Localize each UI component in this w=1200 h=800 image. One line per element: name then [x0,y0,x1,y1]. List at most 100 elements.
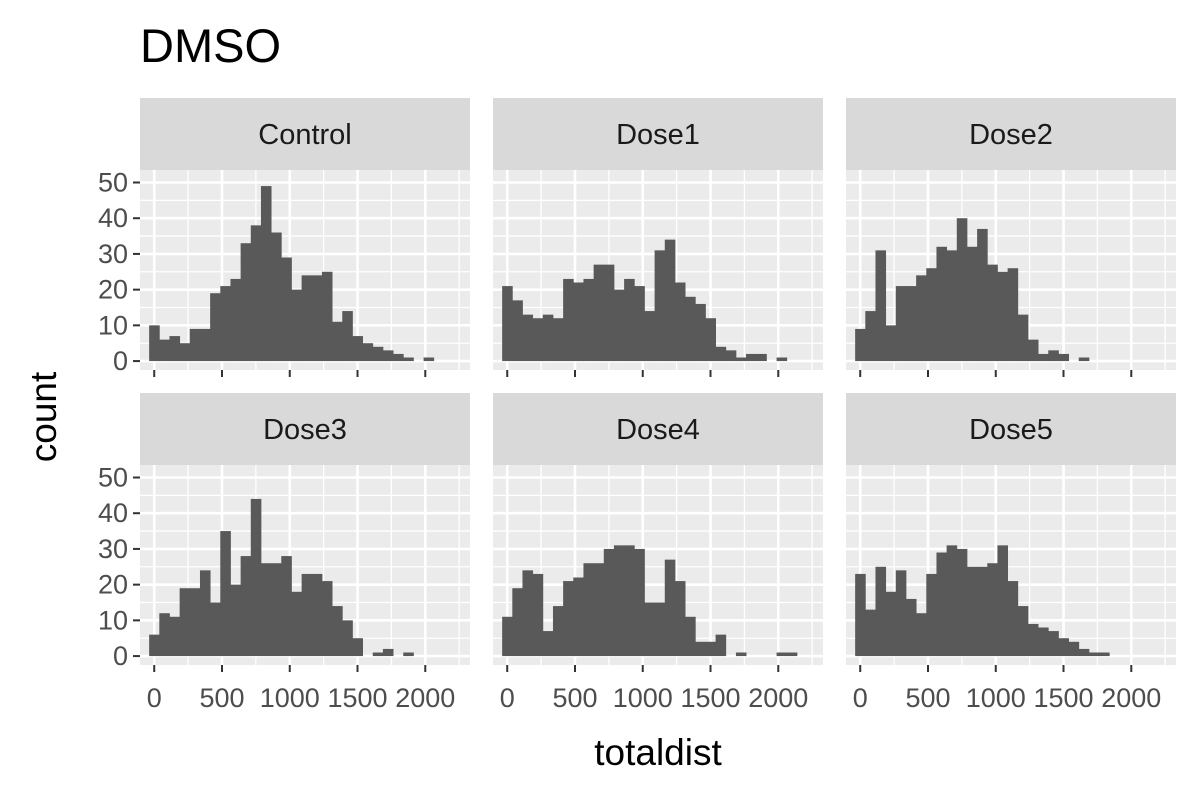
histogram-bar [260,186,272,362]
facet-strip [140,98,470,170]
histogram-bar [1048,350,1059,362]
histogram-bar [342,620,353,657]
x-tick-label: 2000 [1101,683,1161,713]
histogram-bar [926,573,937,657]
histogram-bar [291,591,303,657]
histogram-bar [885,325,897,362]
histogram-bar [936,552,948,657]
histogram-bar [1007,268,1019,362]
histogram-bar [240,243,252,362]
y-tick-label: 0 [113,346,128,376]
y-tick-label: 10 [98,605,128,635]
histogram-bar [502,616,513,657]
histogram-bar [875,566,887,657]
histogram-bar [855,328,866,362]
histogram-bar [855,573,866,657]
histogram-bar [301,573,313,657]
histogram-bar [715,346,727,362]
histogram-bar [865,609,876,657]
histogram-bar [664,239,676,362]
histogram-bar [715,634,727,657]
histogram-bar [332,606,343,657]
histogram-bar [189,588,201,657]
histogram-bar [393,353,404,362]
histogram-bar [735,357,747,362]
facet-panel-dose4: Dose4 0 500 1000 1500 2000 [493,393,823,713]
histogram-bar [210,602,221,657]
y-tick-label: 50 [98,463,128,493]
histogram-bar [512,588,523,657]
facet-strip [846,393,1176,465]
histogram-bar [583,563,595,657]
histogram-bar [532,318,544,362]
x-tick-label: 0 [853,683,868,713]
y-tick-label: 0 [113,641,128,671]
facet-panels: Control 0 10 20 30 40 50 Dose1 Dose2 Dose3 0 10 20 30… [98,98,1176,713]
histogram-bar [1099,652,1110,657]
x-tick-label: 0 [147,683,162,713]
histogram-bar [1078,648,1090,657]
histogram-bar [220,286,231,362]
histogram-bar [382,648,394,657]
histogram-bar [189,328,201,362]
y-tick-label: 50 [98,168,128,198]
x-tick-label: 1500 [327,683,387,713]
x-tick-label: 2000 [395,683,455,713]
histogram-bar [1058,638,1069,657]
histogram-bar [552,606,564,657]
histogram-bar [634,548,645,657]
histogram-bar [563,278,574,362]
histogram-bar [250,225,262,362]
histogram-bar [169,616,181,657]
histogram-bar [613,545,625,657]
histogram-bar [220,531,231,657]
histogram-bar [603,264,615,362]
histogram-bar [603,548,615,657]
histogram-bar [260,563,272,657]
histogram-bar [966,566,978,657]
histogram-bar [725,350,737,362]
x-tick-label: 1000 [613,683,673,713]
histogram-bar [885,591,897,657]
histogram-bar [654,250,666,362]
histogram-bar [271,232,282,362]
histogram-bar [1038,627,1049,657]
histogram-bar [956,548,968,657]
y-tick-label: 20 [98,275,128,305]
histogram-bar [382,350,394,362]
histogram-bar [403,652,414,657]
histogram-bar [271,563,282,657]
y-tick-label: 20 [98,570,128,600]
histogram-bar [522,570,534,657]
facet-strip [846,98,1176,170]
histogram-bar [776,652,788,657]
histogram-bar [563,581,574,657]
histogram-bar [916,275,927,362]
histogram-bar [583,278,595,362]
histogram-bar [532,573,544,657]
histogram-bar [1038,353,1049,362]
chart-title: DMSO [140,19,281,72]
histogram-bar [1017,314,1029,362]
histogram-bar [705,318,716,362]
histogram-bar [159,339,170,362]
histogram-bar [746,353,757,362]
facet-panel-control: Control 0 10 20 30 40 50 [98,98,470,377]
facet-strip-label: Control [258,119,352,151]
histogram-bar [362,343,374,362]
facet-strip [140,393,470,465]
x-tick-label: 500 [905,683,950,713]
histogram-bar [301,275,313,362]
y-axis-title: count [23,371,64,462]
histogram-bar [644,311,656,362]
histogram-bar [956,218,968,362]
facet-panel-dose1: Dose1 [493,98,823,377]
histogram-bar [865,311,876,362]
facet-strip [493,98,823,170]
y-tick-label: 30 [98,534,128,564]
histogram-bar [997,545,1009,657]
histogram-bar [159,613,170,657]
histogram-bar [685,296,696,362]
histogram-bar [946,250,958,362]
